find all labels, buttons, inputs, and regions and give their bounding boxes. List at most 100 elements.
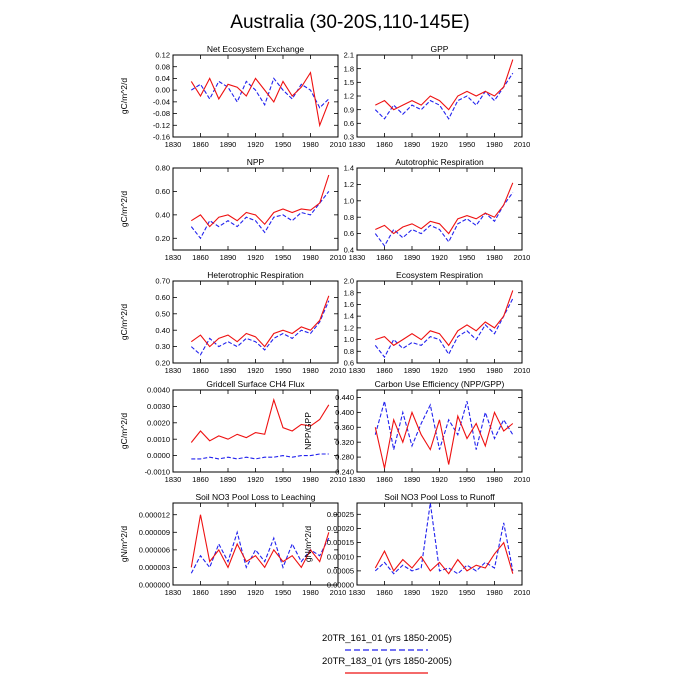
panel-frame bbox=[172, 280, 339, 364]
x-tick-label: 1830 bbox=[165, 366, 182, 375]
series-line-1 bbox=[190, 397, 330, 443]
x-tick-label: 1950 bbox=[459, 475, 476, 484]
x-tick-label: 1860 bbox=[192, 366, 209, 375]
y-tick-label: 0.440 bbox=[335, 393, 354, 402]
x-tick-label: 1920 bbox=[247, 588, 264, 597]
y-tick-label: 0.0030 bbox=[147, 402, 170, 411]
x-tick-label: 1950 bbox=[275, 475, 292, 484]
x-tick-label: 1830 bbox=[349, 475, 366, 484]
x-tick-label: 2010 bbox=[330, 475, 347, 484]
panel-title: Autotrophic Respiration bbox=[395, 157, 484, 167]
panel-8: Soil NO3 Pool Loss to Leaching gN/m^2/d 18… bbox=[119, 492, 346, 597]
panel-1: GPP 1830 1860 1890 1920 1950 1980 2010 0.3 0.6 0.9… bbox=[344, 44, 531, 149]
panels: Net Ecosystem Exchange gC/m^2/d 1830 1860 18… bbox=[119, 44, 530, 597]
x-tick-label: 1890 bbox=[404, 253, 421, 262]
x-tick-label: 1830 bbox=[349, 366, 366, 375]
x-tick-label: 1980 bbox=[302, 475, 319, 484]
x-tick-label: 1920 bbox=[431, 140, 448, 149]
x-tick-label: 1890 bbox=[220, 366, 237, 375]
x-tick-label: 1920 bbox=[247, 366, 264, 375]
panel-7: Carbon Use Efficiency (NPP/GPP) NPP/GPP 18… bbox=[303, 379, 530, 484]
y-tick-label: 0.50 bbox=[155, 309, 170, 318]
y-tick-label: 0.12 bbox=[155, 51, 170, 60]
y-tick-label: 0.40 bbox=[155, 210, 170, 219]
series-line-0 bbox=[374, 298, 514, 359]
y-tick-label: 0.70 bbox=[155, 277, 170, 286]
panel-5: Ecosystem Respiration 1830 1860 1890 1920 195… bbox=[344, 270, 531, 375]
y-axis-label: gN/m^2/d bbox=[119, 526, 129, 562]
panel-4: Heterotrophic Respiration gC/m^2/d 1830 186… bbox=[119, 270, 346, 375]
panel-title: GPP bbox=[431, 44, 449, 54]
y-tick-label: 1.8 bbox=[344, 64, 354, 73]
y-tick-label: 1.0 bbox=[344, 196, 354, 205]
series-line-0 bbox=[374, 192, 514, 247]
y-tick-label: 1.2 bbox=[344, 323, 354, 332]
series-line-0 bbox=[190, 530, 330, 574]
y-tick-label: 0.00000 bbox=[327, 581, 354, 590]
y-tick-label: 0.20 bbox=[155, 234, 170, 243]
y-tick-label: 0.08 bbox=[155, 62, 170, 71]
y-tick-label: 0.60 bbox=[155, 187, 170, 196]
series-line-0 bbox=[191, 77, 330, 109]
x-tick-label: 1890 bbox=[220, 588, 237, 597]
x-tick-label: 1950 bbox=[459, 366, 476, 375]
x-tick-label: 1860 bbox=[192, 475, 209, 484]
x-tick-label: 1830 bbox=[165, 588, 182, 597]
panel-title: Carbon Use Efficiency (NPP/GPP) bbox=[375, 379, 505, 389]
y-tick-label: 0.000012 bbox=[139, 510, 170, 519]
series-line-0 bbox=[374, 503, 514, 575]
y-axis-label: gC/m^2/d bbox=[119, 191, 129, 227]
panel-6: Gridcell Surface CH4 Flux gC/m^2/d 1830 186… bbox=[119, 379, 346, 484]
y-tick-label: 0.8 bbox=[344, 213, 354, 222]
x-tick-label: 1890 bbox=[404, 366, 421, 375]
x-tick-label: 1950 bbox=[275, 253, 292, 262]
x-tick-label: 1830 bbox=[349, 253, 366, 262]
y-tick-label: 2.1 bbox=[344, 51, 354, 60]
legend-label-0: 20TR_161_01 (yrs 1850-2005) bbox=[322, 633, 452, 644]
y-tick-label: 0.4 bbox=[344, 246, 354, 255]
x-tick-label: 1860 bbox=[192, 253, 209, 262]
y-tick-label: 0.00005 bbox=[327, 566, 354, 575]
panel-3: Autotrophic Respiration 1830 1860 1890 1920 1… bbox=[344, 157, 531, 262]
x-tick-label: 1920 bbox=[247, 140, 264, 149]
y-tick-label: 0.240 bbox=[335, 468, 354, 477]
x-tick-label: 1980 bbox=[302, 588, 319, 597]
series-line-0 bbox=[191, 453, 329, 460]
panel-2: NPP gC/m^2/d 1830 1860 1890 1920 1950 1980 2010 0… bbox=[119, 157, 346, 262]
y-tick-label: 0.30 bbox=[155, 342, 170, 351]
y-tick-label: 1.0 bbox=[344, 335, 354, 344]
x-tick-label: 1980 bbox=[302, 366, 319, 375]
x-tick-label: 1860 bbox=[376, 475, 393, 484]
x-tick-label: 1860 bbox=[376, 140, 393, 149]
series-line-1 bbox=[374, 410, 514, 469]
x-tick-label: 1830 bbox=[165, 140, 182, 149]
panel-frame bbox=[356, 280, 523, 364]
x-tick-label: 2010 bbox=[330, 588, 347, 597]
y-tick-label: 0.6 bbox=[344, 119, 354, 128]
x-tick-label: 1920 bbox=[431, 253, 448, 262]
y-tick-label: 1.6 bbox=[344, 300, 354, 309]
x-tick-label: 1890 bbox=[220, 140, 237, 149]
series-line-1 bbox=[375, 182, 514, 235]
figure-title: Australia (30-20S,110-145E) bbox=[230, 12, 469, 33]
panel-frame bbox=[172, 502, 339, 586]
y-tick-label: 0.20 bbox=[155, 359, 170, 368]
x-tick-label: 1950 bbox=[459, 588, 476, 597]
y-tick-label: -0.12 bbox=[153, 121, 170, 130]
x-tick-label: 1980 bbox=[486, 253, 503, 262]
y-axis-label: gC/m^2/d bbox=[119, 78, 129, 114]
y-tick-label: 0.6 bbox=[344, 229, 354, 238]
y-tick-label: 0.00010 bbox=[327, 552, 354, 561]
panel-title: Gridcell Surface CH4 Flux bbox=[206, 379, 305, 389]
y-tick-label: 0.000006 bbox=[139, 545, 170, 554]
panel-title: Heterotrophic Respiration bbox=[207, 270, 304, 280]
x-tick-label: 1980 bbox=[486, 366, 503, 375]
y-axis-label: gN/m^2/d bbox=[303, 526, 313, 562]
x-tick-label: 2010 bbox=[514, 475, 531, 484]
x-tick-label: 1860 bbox=[192, 588, 209, 597]
x-tick-label: 1920 bbox=[431, 366, 448, 375]
y-axis-label: gC/m^2/d bbox=[119, 304, 129, 340]
panel-frame bbox=[172, 167, 339, 251]
x-tick-label: 1920 bbox=[431, 588, 448, 597]
legend-label-1: 20TR_183_01 (yrs 1850-2005) bbox=[322, 656, 452, 667]
